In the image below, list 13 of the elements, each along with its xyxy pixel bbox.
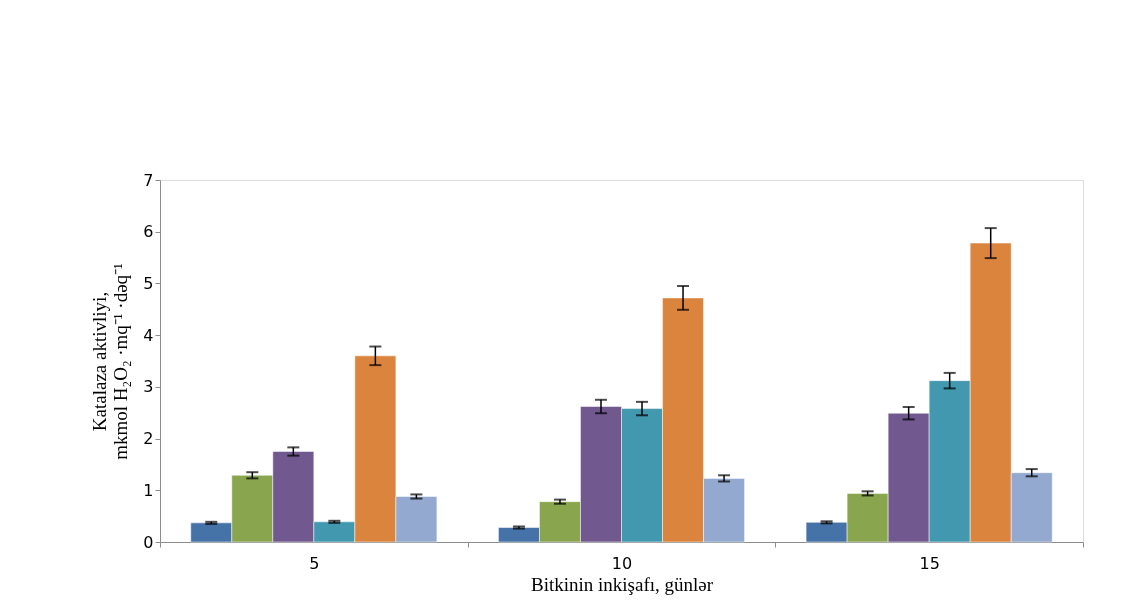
y-tick-label: 5	[143, 273, 154, 293]
y-tick-label: 6	[143, 222, 154, 242]
y-axis-title: Katalaza aktivliyi, mkmol H₂O₂ ·mq⁻¹ ·dəq⁻¹	[89, 262, 132, 460]
y-tick-label: 1	[143, 480, 154, 500]
y-tick-label: 4	[143, 325, 154, 345]
x-tick-label: 5	[309, 553, 320, 573]
x-tick-label: 15	[919, 553, 940, 573]
y-tick-label: 2	[143, 429, 154, 449]
x-tick-label: 10	[611, 553, 633, 573]
y-tick-label: 3	[143, 377, 154, 397]
y-tick-label: 7	[143, 170, 154, 190]
x-axis-title: Bitkinin inkişafı, günlər	[530, 573, 714, 595]
y-tick-label: 0	[143, 532, 154, 552]
